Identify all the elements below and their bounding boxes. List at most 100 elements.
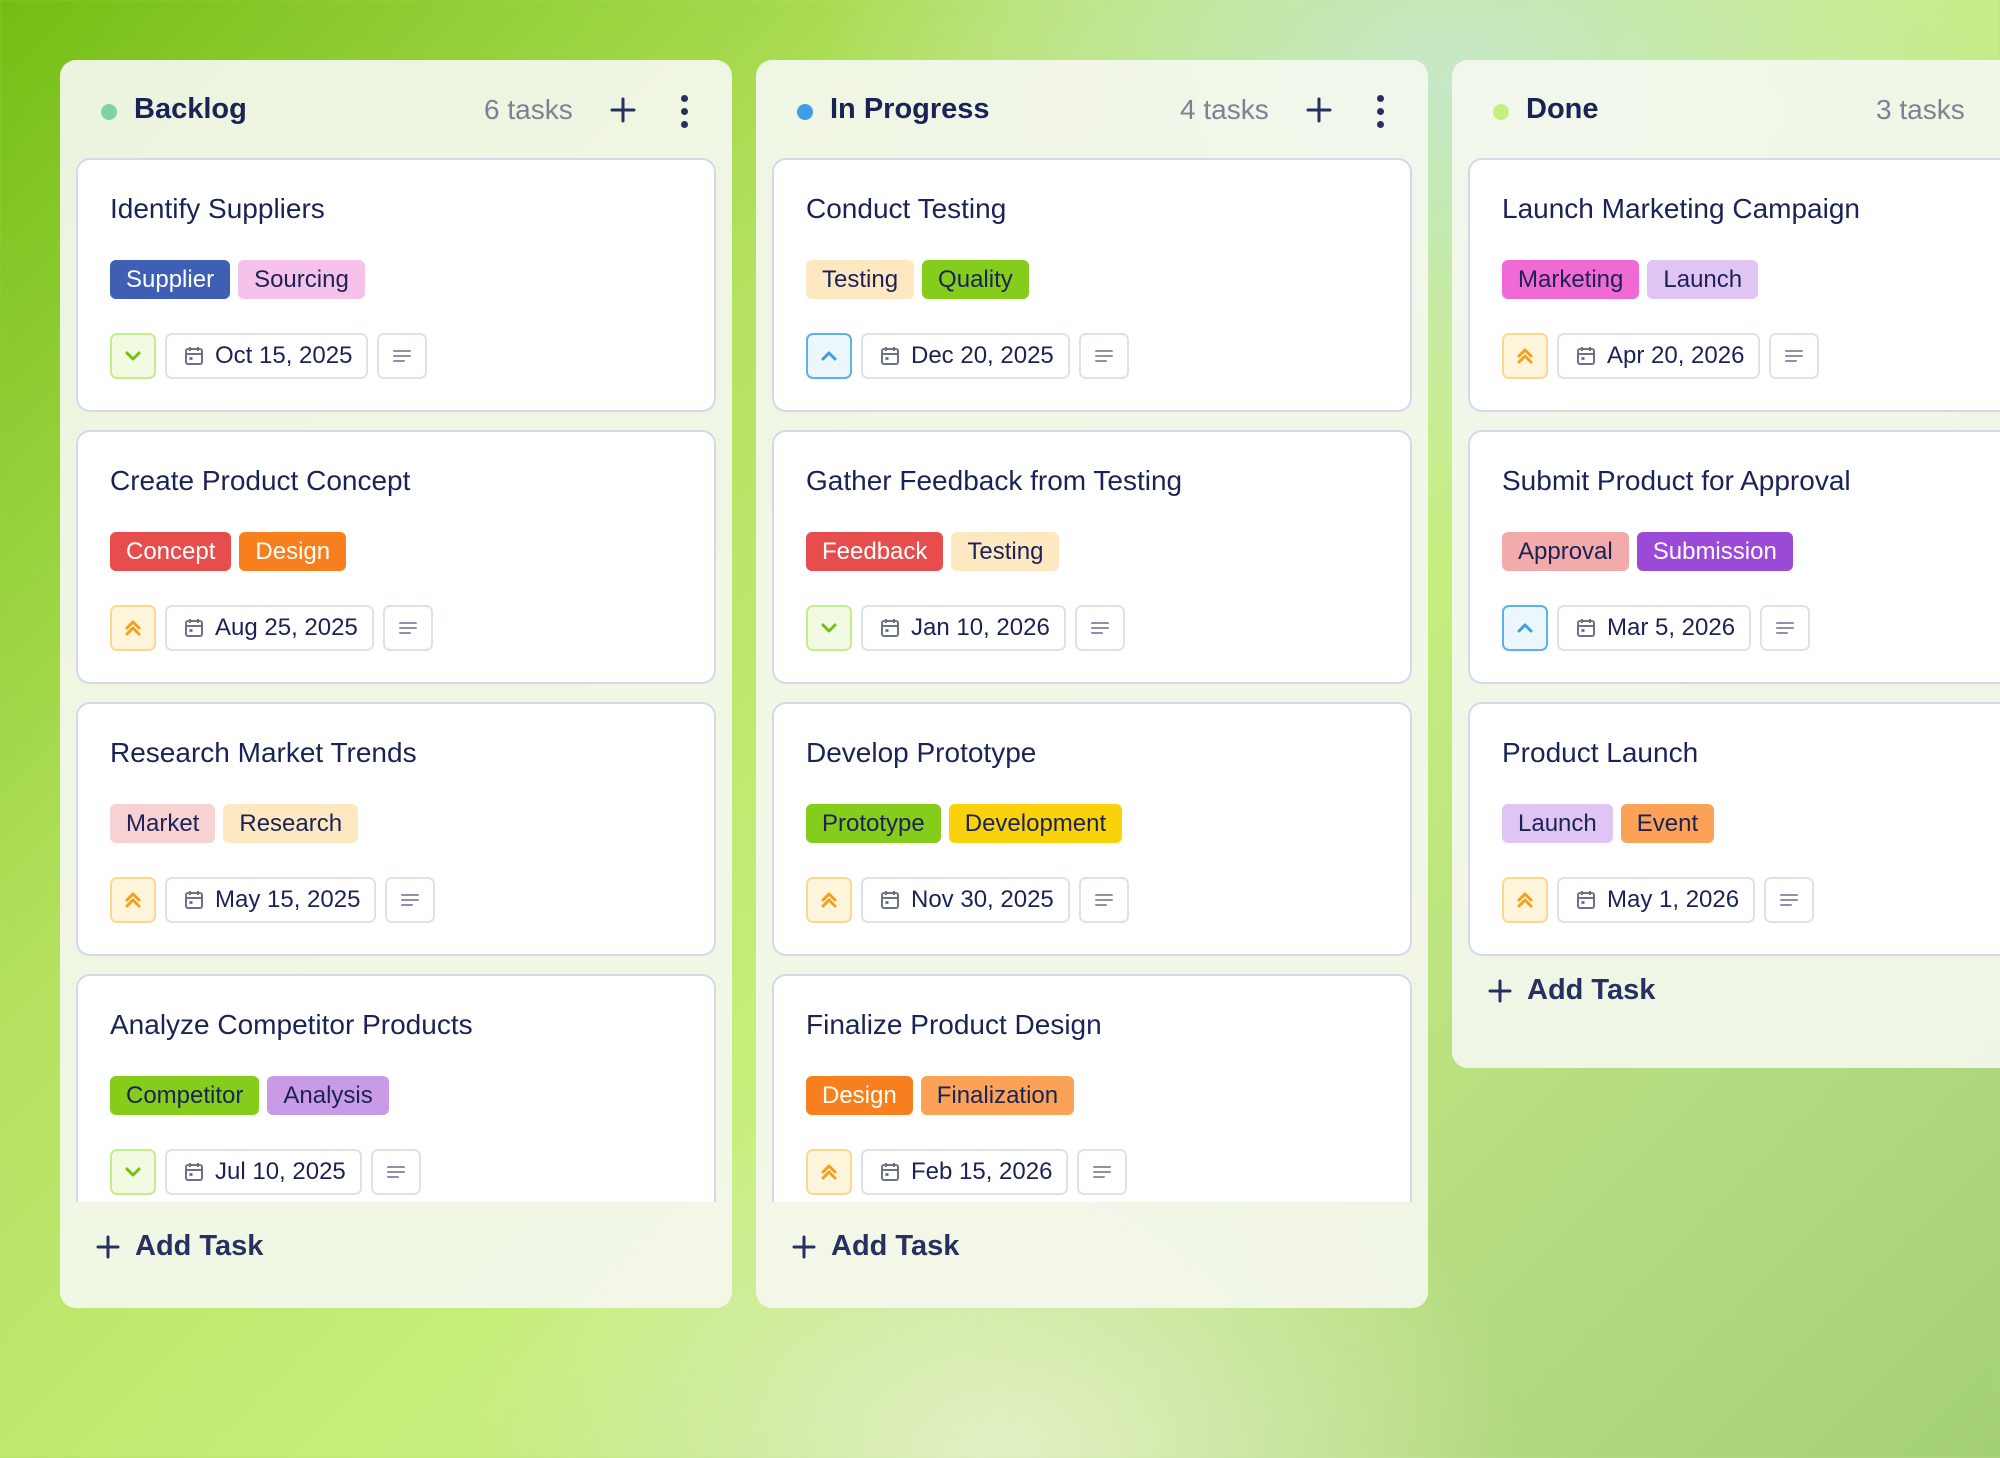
tag-label: Design bbox=[806, 1076, 913, 1115]
priority-low-icon[interactable] bbox=[110, 1149, 156, 1195]
task-card[interactable]: Gather Feedback from Testing Feedback Te… bbox=[772, 430, 1412, 684]
due-date-button[interactable]: Apr 20, 2026 bbox=[1557, 333, 1761, 379]
tag-label: Testing bbox=[806, 260, 915, 299]
task-card[interactable]: Develop Prototype Prototype Development … bbox=[772, 702, 1412, 956]
description-icon[interactable] bbox=[370, 1149, 421, 1195]
due-date-button[interactable]: May 1, 2026 bbox=[1557, 877, 1756, 923]
description-icon[interactable] bbox=[382, 605, 433, 651]
status-dot bbox=[101, 104, 117, 120]
due-date: Nov 30, 2025 bbox=[911, 886, 1054, 913]
task-title: Product Launch bbox=[1502, 737, 1699, 768]
add-task-label: Add Task bbox=[1527, 974, 1656, 1006]
more-options-icon[interactable] bbox=[1365, 92, 1395, 132]
due-date: May 1, 2026 bbox=[1607, 886, 1740, 913]
description-icon[interactable] bbox=[1760, 605, 1811, 651]
task-title: Create Product Concept bbox=[110, 465, 411, 496]
due-date: Feb 15, 2026 bbox=[911, 1158, 1053, 1185]
plus-icon bbox=[96, 1235, 120, 1258]
add-task-button[interactable]: Add Task bbox=[791, 1230, 1463, 1263]
task-card[interactable]: Research Market Trends Market Research M… bbox=[76, 702, 716, 956]
calendar-icon bbox=[1577, 619, 1595, 637]
calendar-icon bbox=[185, 891, 203, 909]
calendar-icon bbox=[881, 1163, 899, 1181]
priority-high-icon[interactable] bbox=[110, 877, 156, 923]
tag-label: Sourcing bbox=[238, 260, 365, 299]
task-count: 6 tasks bbox=[484, 94, 573, 125]
description-icon[interactable] bbox=[1078, 877, 1129, 923]
add-card-icon[interactable] bbox=[603, 90, 643, 130]
due-date-button[interactable]: Feb 15, 2026 bbox=[861, 1149, 1069, 1195]
due-date: Aug 25, 2025 bbox=[215, 614, 358, 641]
tag-label: Quality bbox=[922, 260, 1029, 299]
task-card[interactable]: Analyze Competitor Products Competitor A… bbox=[76, 974, 716, 1202]
priority-high-icon[interactable] bbox=[806, 1149, 852, 1195]
task-card[interactable]: Submit Product for Approval Approval Sub… bbox=[1468, 430, 2000, 684]
description-icon[interactable] bbox=[1769, 333, 1820, 379]
task-card[interactable]: Product Launch Launch Event May 1, 2026 bbox=[1468, 702, 2000, 956]
more-options-icon[interactable] bbox=[669, 92, 699, 132]
due-date: Jan 10, 2026 bbox=[911, 614, 1050, 641]
task-card[interactable]: Identify Suppliers Supplier Sourcing Oct… bbox=[76, 158, 716, 412]
due-date-button[interactable]: Aug 25, 2025 bbox=[165, 605, 374, 651]
due-date: May 15, 2025 bbox=[215, 886, 361, 913]
add-card-icon[interactable] bbox=[1299, 90, 1339, 130]
due-date-button[interactable]: May 15, 2025 bbox=[165, 877, 377, 923]
task-card[interactable]: Conduct Testing Testing Quality Dec 20, … bbox=[772, 158, 1412, 412]
due-date-button[interactable]: Jul 10, 2025 bbox=[165, 1149, 362, 1195]
status-dot bbox=[1493, 104, 1509, 120]
priority-high-icon[interactable] bbox=[806, 877, 852, 923]
add-task-label: Add Task bbox=[831, 1230, 960, 1262]
tag-label: Submission bbox=[1636, 532, 1793, 571]
calendar-icon bbox=[185, 619, 203, 637]
due-date-button[interactable]: Mar 5, 2026 bbox=[1557, 605, 1752, 651]
tag-label: Supplier bbox=[110, 260, 231, 299]
description-icon[interactable] bbox=[385, 877, 436, 923]
plus-icon bbox=[1488, 979, 1512, 1002]
task-title: Conduct Testing bbox=[806, 193, 1007, 224]
tag-label: Testing bbox=[951, 532, 1060, 571]
description-icon[interactable] bbox=[1764, 877, 1815, 923]
calendar-icon bbox=[881, 619, 899, 637]
column-header: Backlog 6 tasks bbox=[60, 60, 732, 158]
column-backlog: Backlog 6 tasks Identify Suppliers Suppl… bbox=[60, 60, 732, 1308]
calendar-icon bbox=[1577, 347, 1595, 365]
task-card[interactable]: Finalize Product Design Design Finalizat… bbox=[772, 974, 1412, 1202]
tag-label: Development bbox=[948, 804, 1123, 843]
task-card[interactable]: Launch Marketing Campaign Marketing Laun… bbox=[1468, 158, 2000, 412]
due-date: Mar 5, 2026 bbox=[1607, 614, 1736, 641]
priority-high-icon[interactable] bbox=[1502, 333, 1548, 379]
tag-label: Launch bbox=[1502, 804, 1613, 843]
priority-high-icon[interactable] bbox=[1502, 877, 1548, 923]
column-title: Done bbox=[1526, 93, 1599, 125]
tag-label: Marketing bbox=[1502, 260, 1640, 299]
description-icon[interactable] bbox=[1074, 605, 1125, 651]
tag-label: Approval bbox=[1502, 532, 1629, 571]
column-header: Done 3 tasks bbox=[1452, 60, 2000, 158]
priority-low-icon[interactable] bbox=[110, 333, 156, 379]
tag-label: Finalization bbox=[920, 1076, 1075, 1115]
due-date-button[interactable]: Jan 10, 2026 bbox=[861, 605, 1066, 651]
description-icon[interactable] bbox=[1078, 333, 1129, 379]
tag-label: Launch bbox=[1647, 260, 1759, 299]
task-count: 4 tasks bbox=[1180, 94, 1269, 125]
due-date-button[interactable]: Nov 30, 2025 bbox=[861, 877, 1070, 923]
description-icon[interactable] bbox=[1077, 1149, 1128, 1195]
due-date-button[interactable]: Oct 15, 2025 bbox=[165, 333, 369, 379]
priority-medium-icon[interactable] bbox=[806, 333, 852, 379]
description-icon[interactable] bbox=[377, 333, 428, 379]
status-dot bbox=[797, 104, 813, 120]
task-title: Finalize Product Design bbox=[806, 1009, 1102, 1040]
priority-high-icon[interactable] bbox=[110, 605, 156, 651]
task-card[interactable]: Create Product Concept Concept Design Au… bbox=[76, 430, 716, 684]
add-task-button[interactable]: Add Task bbox=[95, 1230, 767, 1263]
calendar-icon bbox=[185, 1163, 203, 1181]
tag-label: Competitor bbox=[110, 1076, 260, 1115]
due-date: Jul 10, 2025 bbox=[215, 1158, 346, 1185]
plus-icon bbox=[792, 1235, 816, 1258]
add-task-button[interactable]: Add Task bbox=[1487, 974, 2000, 1007]
tag-label: Design bbox=[239, 532, 347, 571]
priority-medium-icon[interactable] bbox=[1502, 605, 1548, 651]
due-date-button[interactable]: Dec 20, 2025 bbox=[861, 333, 1070, 379]
tag-label: Feedback bbox=[806, 532, 944, 571]
priority-low-icon[interactable] bbox=[806, 605, 852, 651]
